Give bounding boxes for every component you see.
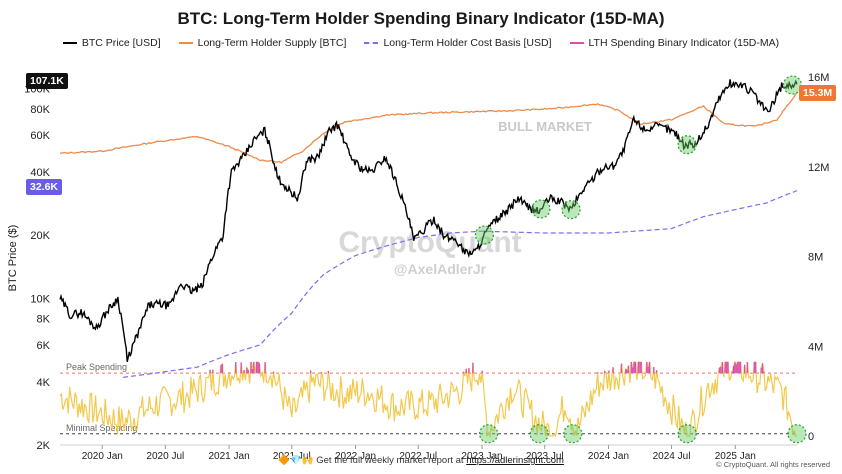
- x-tick-label: 2022 Jan: [335, 451, 376, 462]
- y2-tick-label: 8M: [808, 252, 823, 264]
- legend-item-price[interactable]: BTC Price [USD]: [62, 37, 161, 49]
- x-tick-label: 2021 Jan: [209, 451, 250, 462]
- highlight-circle: [677, 135, 697, 155]
- highlight-circle: [529, 424, 549, 444]
- x-tick-label: 2022 Jul: [399, 451, 437, 462]
- y-axis-label: BTC Price ($): [7, 225, 19, 292]
- minimal-spending-label: Minimal Spending: [66, 423, 138, 433]
- y-tick-label: 4K: [37, 377, 51, 389]
- y2-tick-label: 12M: [808, 162, 829, 174]
- legend-label-price: BTC Price [USD]: [81, 37, 161, 49]
- y-tick-label: 2K: [37, 440, 51, 452]
- x-tick-label: 2023 Jul: [526, 451, 564, 462]
- x-tick-label: 2021 Jul: [273, 451, 311, 462]
- chart-title: BTC: Long-Term Holder Spending Binary In…: [177, 9, 665, 28]
- highlight-circle: [478, 424, 499, 444]
- chart-legend: BTC Price [USD] Long-Term Holder Supply …: [0, 37, 842, 49]
- highlight-circle: [531, 199, 551, 219]
- y-tick-label: 6K: [37, 340, 51, 352]
- y-tick-label: 20K: [30, 230, 50, 242]
- watermark-brand: CryptoQuant: [338, 226, 521, 259]
- footer-link[interactable]: https://adlerinsight.com: [466, 455, 564, 466]
- supply-badge: 15.3M: [799, 85, 837, 101]
- legend-label-supply: Long-Term Holder Supply [BTC]: [197, 37, 347, 49]
- highlight-circle: [677, 424, 697, 444]
- cost-basis-badge: 32.6K: [26, 179, 63, 195]
- footer: 🔶💎🙌 Get the full weekly market report at…: [0, 455, 842, 466]
- y-tick-label: 40K: [30, 167, 50, 179]
- cost-basis-line: [123, 190, 798, 378]
- legend-label-cost-basis: Long-Term Holder Cost Basis [USD]: [383, 37, 552, 49]
- x-tick-label: 2025 Jan: [715, 451, 756, 462]
- x-tick-label: 2023 Jan: [461, 451, 502, 462]
- legend-swatch-supply: [178, 42, 193, 44]
- y2-tick-label: 4M: [808, 341, 823, 353]
- highlight-circle: [563, 424, 583, 444]
- btc-price-line: [59, 79, 798, 362]
- y-tick-label: 60K: [30, 130, 50, 142]
- lth-supply-line: [59, 92, 798, 164]
- x-tick-label: 2020 Jan: [82, 451, 123, 462]
- binary-indicator-line: [59, 360, 797, 439]
- legend-item-supply[interactable]: Long-Term Holder Supply [BTC]: [178, 37, 347, 49]
- y2-tick-label: 0: [808, 431, 814, 443]
- y-tick-label: 10K: [30, 293, 50, 305]
- legend-item-binary[interactable]: LTH Spending Binary Indicator (15D-MA): [569, 37, 780, 49]
- binary-peak-segments: [209, 362, 765, 374]
- highlight-circle: [561, 199, 581, 220]
- peak-spending-label: Peak Spending: [66, 362, 127, 372]
- price-badge: 107.1K: [26, 73, 68, 89]
- footer-emoji: 🔶💎🙌: [278, 455, 314, 466]
- x-tick-label: 2024 Jul: [653, 451, 691, 462]
- copyright: © CryptoQuant. All rights reserved: [716, 460, 830, 469]
- highlight-circle: [787, 424, 807, 444]
- watermark-handle: @AxelAdlerJr: [394, 261, 487, 277]
- x-tick-label: 2020 Jul: [146, 451, 184, 462]
- y-tick-label: 80K: [30, 104, 50, 116]
- y2-tick-label: 16M: [808, 72, 829, 84]
- legend-swatch-price: [62, 42, 77, 44]
- footer-text: Get the full weekly market report at: [316, 455, 464, 466]
- y-tick-label: 8K: [37, 314, 51, 326]
- legend-swatch-binary: [569, 42, 584, 44]
- x-tick-label: 2024 Jan: [588, 451, 629, 462]
- highlight-circle: [474, 225, 495, 245]
- legend-label-binary: LTH Spending Binary Indicator (15D-MA): [588, 37, 780, 49]
- legend-item-cost-basis[interactable]: Long-Term Holder Cost Basis [USD]: [364, 37, 552, 49]
- bull-market-label: BULL MARKET: [498, 119, 592, 134]
- legend-swatch-cost-basis: [364, 42, 379, 44]
